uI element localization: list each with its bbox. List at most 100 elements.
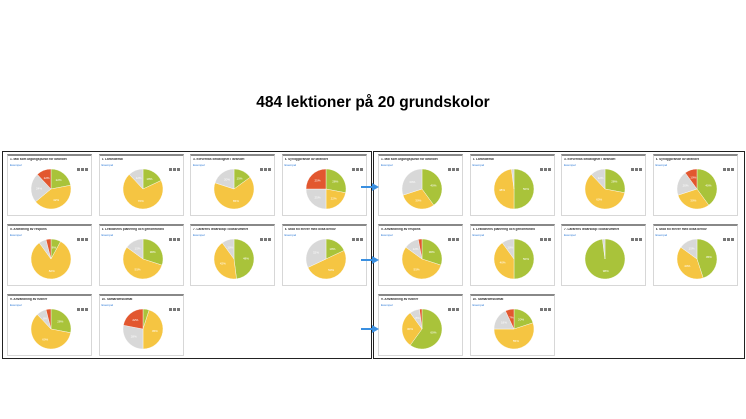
chart-icon[interactable] [81,168,84,171]
table-icon[interactable] [77,168,80,171]
dashboard-card[interactable]: 2. Lärandemål Exempel 50% 48% [469,154,555,216]
card-toolbar[interactable] [168,228,181,241]
menu-icon[interactable] [85,308,88,311]
card-link[interactable]: Exempel [284,232,297,237]
dashboard-card[interactable]: 5. Anledning av respons Exempel 8% 82% [7,224,92,286]
table-icon[interactable] [77,308,80,311]
table-icon[interactable] [168,168,172,171]
table-icon[interactable] [722,238,726,241]
menu-icon[interactable] [547,168,551,171]
chart-icon[interactable] [264,168,267,171]
card-toolbar[interactable] [448,228,460,241]
dashboard-card[interactable]: 7. Lärarens ledarskap i klassrummet Exemp… [561,224,646,286]
menu-icon[interactable] [359,238,363,241]
card-toolbar[interactable] [260,228,272,241]
menu-icon[interactable] [268,168,271,171]
card-link[interactable]: Exempel [381,302,393,307]
chart-icon[interactable] [635,238,638,241]
menu-icon[interactable] [176,308,180,311]
menu-icon[interactable] [639,168,642,171]
menu-icon[interactable] [639,238,642,241]
menu-icon[interactable] [176,168,180,171]
chart-icon[interactable] [452,238,455,241]
menu-icon[interactable] [456,168,459,171]
card-link[interactable]: Exempel [10,302,22,307]
dashboard-card[interactable]: 2. Lärandemål Exempel 18% 70% 12% [98,154,184,216]
table-icon[interactable] [448,308,451,311]
table-icon[interactable] [168,238,172,241]
table-icon[interactable] [260,168,263,171]
chart-icon[interactable] [543,168,547,171]
card-toolbar[interactable] [631,228,643,241]
chart-icon[interactable] [543,308,547,311]
card-toolbar[interactable] [351,228,364,241]
menu-icon[interactable] [85,238,88,241]
menu-icon[interactable] [547,308,551,311]
card-link[interactable]: Exempel [10,232,22,237]
chart-icon[interactable] [81,238,84,241]
card-link[interactable]: Exempel [472,162,485,167]
card-toolbar[interactable] [539,228,552,241]
card-link[interactable]: Exempel [381,232,393,237]
menu-icon[interactable] [730,238,734,241]
menu-icon[interactable] [547,238,551,241]
chart-icon[interactable] [726,168,730,171]
dashboard-card[interactable]: 3. Elevernas delaktighet i lärandet Exemp… [561,154,646,216]
card-toolbar[interactable] [722,158,735,171]
card-link[interactable]: Exempel [655,162,668,167]
card-link[interactable]: Exempel [284,162,297,167]
dashboard-card[interactable]: 8. Stöd till elever med olika behov Exemp… [652,224,738,286]
table-icon[interactable] [539,238,543,241]
table-icon[interactable] [448,168,451,171]
table-icon[interactable] [168,308,172,311]
chart-icon[interactable] [452,308,455,311]
card-link[interactable]: Exempel [101,162,114,167]
chart-icon[interactable] [355,168,359,171]
card-toolbar[interactable] [77,158,89,171]
dashboard-card[interactable]: 6. Lektionens planering och genomförande… [98,224,184,286]
card-link[interactable]: Exempel [381,162,393,167]
table-icon[interactable] [539,168,543,171]
card-toolbar[interactable] [448,158,460,171]
card-toolbar[interactable] [448,298,460,311]
card-toolbar[interactable] [260,158,272,171]
card-toolbar[interactable] [539,298,552,311]
dashboard-card[interactable]: 10. Samarbetsklimat Exempel 45% 28% 22% [98,294,184,356]
menu-icon[interactable] [176,238,180,241]
dashboard-card[interactable]: 6. Lektionens planering och genomförande… [469,224,555,286]
chart-icon[interactable] [172,308,176,311]
menu-icon[interactable] [268,238,271,241]
table-icon[interactable] [351,238,355,241]
table-icon[interactable] [722,168,726,171]
chart-icon[interactable] [172,238,176,241]
table-icon[interactable] [631,168,634,171]
dashboard-card[interactable]: 9. Användning av rutiner Exempel 60% 30% 8% [378,294,463,356]
chart-icon[interactable] [264,238,267,241]
table-icon[interactable] [448,238,451,241]
card-toolbar[interactable] [722,228,735,241]
card-link[interactable]: Exempel [564,232,576,237]
card-link[interactable]: Exempel [101,232,114,237]
card-toolbar[interactable] [168,158,181,171]
menu-icon[interactable] [730,168,734,171]
card-toolbar[interactable] [539,158,552,171]
card-link[interactable]: Exempel [193,162,205,167]
dashboard-card[interactable]: 5. Användning av respons Exempel 30% 55% 12% [378,224,463,286]
dashboard-card[interactable]: 9. Användning av rutiner Exempel 28% 60% 8% [7,294,92,356]
dashboard-card[interactable]: 8. Stöd till elever med olika behov Exemp… [281,224,367,286]
menu-icon[interactable] [456,238,459,241]
chart-icon[interactable] [635,168,638,171]
card-toolbar[interactable] [351,158,364,171]
card-link[interactable]: Exempel [472,302,485,307]
dashboard-card[interactable]: 3. Elevernas delaktighet i lärandet Exemp… [190,154,275,216]
table-icon[interactable] [260,238,263,241]
table-icon[interactable] [77,238,80,241]
card-toolbar[interactable] [77,298,89,311]
card-link[interactable]: Exempel [101,302,114,307]
dashboard-card[interactable]: 7. Lärarens ledarskap i klassrummet Exemp… [190,224,275,286]
table-icon[interactable] [351,168,355,171]
card-link[interactable]: Exempel [655,232,668,237]
table-icon[interactable] [539,308,543,311]
dashboard-card[interactable]: 4. Synliggörande av lärandet Exempel 28% 22… [281,154,367,216]
dashboard-card[interactable]: 4. Synliggörande av lärandet Exempel 40% 30… [652,154,738,216]
